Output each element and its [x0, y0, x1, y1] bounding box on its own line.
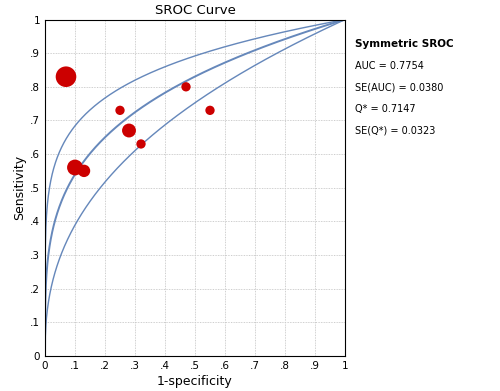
Point: [125, 127, 133, 134]
Title: SROC Curve: SROC Curve: [154, 4, 236, 17]
Text: Q* = 0.7147: Q* = 0.7147: [355, 104, 416, 114]
Point: [206, 107, 214, 113]
Point: [182, 84, 190, 90]
X-axis label: 1-specificity: 1-specificity: [157, 375, 233, 388]
Text: SE(Q*) = 0.0323: SE(Q*) = 0.0323: [355, 125, 436, 135]
Point: [71, 164, 79, 170]
Text: SE(AUC) = 0.0380: SE(AUC) = 0.0380: [355, 82, 444, 92]
Y-axis label: Sensitivity: Sensitivity: [13, 155, 26, 220]
Point: [116, 107, 124, 113]
Point: [80, 168, 88, 174]
Point: [137, 141, 145, 147]
Point: [62, 74, 70, 80]
Text: Symmetric SROC: Symmetric SROC: [355, 39, 454, 49]
Text: AUC = 0.7754: AUC = 0.7754: [355, 61, 424, 71]
